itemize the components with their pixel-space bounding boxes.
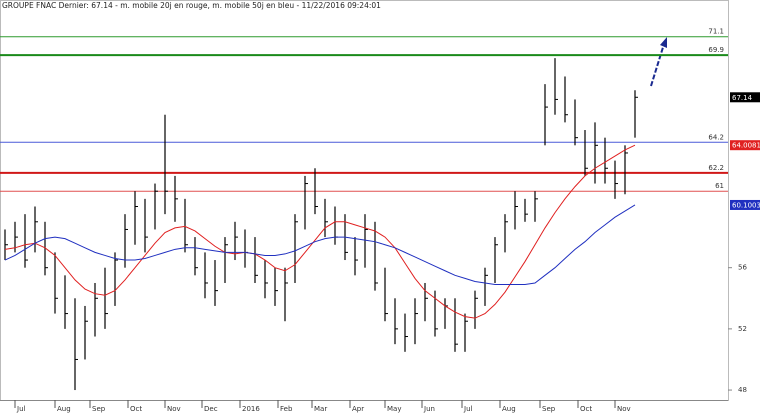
price-bar xyxy=(204,252,208,299)
value-box: 64.0081 xyxy=(730,140,760,151)
price-bar xyxy=(184,198,188,253)
price-bar xyxy=(454,298,458,352)
price-bar xyxy=(564,76,568,123)
price-bar xyxy=(414,298,418,345)
trend-arrow xyxy=(650,37,667,87)
price-bar xyxy=(44,221,48,276)
x-tick-label: Sep xyxy=(542,405,556,413)
x-tick-label: Mar xyxy=(314,405,327,413)
price-bar xyxy=(224,237,228,283)
x-tick-label: Apr xyxy=(352,405,364,413)
price-bar xyxy=(554,58,558,115)
price-bar xyxy=(264,260,268,299)
price-bar xyxy=(194,237,198,276)
value-box-label: 64.0081 xyxy=(732,142,760,150)
x-tick-label: Jun xyxy=(423,405,435,413)
price-bar xyxy=(574,99,578,146)
price-bar xyxy=(124,214,128,268)
price-bar xyxy=(164,114,168,215)
price-bar xyxy=(514,191,518,230)
price-bar xyxy=(604,137,608,184)
price-bar xyxy=(394,298,398,345)
price-bar xyxy=(24,214,28,268)
price-bar xyxy=(84,305,88,360)
price-bar xyxy=(314,168,318,215)
price-bar xyxy=(214,260,218,306)
level-label: 64.2 xyxy=(708,133,724,141)
price-bar xyxy=(104,267,108,329)
price-bar xyxy=(474,290,478,329)
y-tick-label: 48 xyxy=(738,386,747,394)
x-tick-label: Oct xyxy=(130,405,142,413)
level-label: 69.9 xyxy=(708,46,724,54)
price-bar xyxy=(424,282,428,322)
price-bar xyxy=(324,198,328,238)
chart-title: GROUPE FNAC Dernier: 67.14 - m. mobile 2… xyxy=(2,1,381,10)
value-box-bg xyxy=(730,92,760,103)
price-bar xyxy=(524,198,528,222)
price-bar xyxy=(624,145,628,195)
x-tick-label: Aug xyxy=(502,405,516,413)
x-tick-label: May xyxy=(387,405,401,413)
value-box: 60.1003 xyxy=(730,199,760,210)
x-tick-label: Sep xyxy=(92,405,106,413)
value-box: 67.14 xyxy=(730,92,760,103)
value-box-bg xyxy=(730,140,760,151)
price-bar xyxy=(384,267,388,322)
price-bar xyxy=(154,183,158,230)
price-bar xyxy=(144,198,148,253)
x-tick-label: Nov xyxy=(617,405,631,413)
arrow-shaft xyxy=(650,43,665,87)
price-bar xyxy=(174,175,178,222)
price-bar xyxy=(64,275,68,329)
level-label: 62.2 xyxy=(708,164,724,172)
moving-average xyxy=(4,144,636,319)
price-bar xyxy=(634,90,638,138)
price-bar xyxy=(354,237,358,276)
price-bar xyxy=(584,130,588,176)
price-bar xyxy=(484,267,488,306)
price-bar xyxy=(94,282,98,337)
price-bar xyxy=(34,206,38,253)
price-bar xyxy=(294,214,298,283)
x-tick-label: Jul xyxy=(463,405,473,413)
price-bar xyxy=(464,313,468,352)
price-bar xyxy=(494,237,498,283)
level-label: 61 xyxy=(715,182,724,190)
value-box-bg xyxy=(730,199,760,210)
value-box-label: 67.14 xyxy=(732,94,753,102)
moving-average xyxy=(4,204,636,286)
x-tick-label: Dec xyxy=(204,405,218,413)
x-tick-label: Oct xyxy=(580,405,592,413)
x-tick-label: 2016 xyxy=(242,405,260,413)
price-bar xyxy=(254,237,258,283)
price-bar xyxy=(114,252,118,306)
price-bar xyxy=(544,84,548,146)
price-bar xyxy=(504,214,508,253)
price-bar xyxy=(284,267,288,322)
price-bar xyxy=(534,191,538,222)
price-bar xyxy=(4,229,8,261)
price-bar xyxy=(404,313,408,352)
price-bar xyxy=(374,221,378,291)
price-bar xyxy=(134,191,138,245)
price-bar xyxy=(304,175,308,230)
price-bar xyxy=(74,298,78,391)
price-bar xyxy=(364,214,368,268)
value-box-label: 60.1003 xyxy=(732,201,760,209)
price-bar xyxy=(54,252,58,314)
arrow-head xyxy=(660,37,667,48)
x-tick-label: Nov xyxy=(167,405,181,413)
price-bar xyxy=(594,122,598,184)
x-tick-label: Aug xyxy=(57,405,71,413)
y-tick-label: 52 xyxy=(738,325,747,333)
y-tick-label: 56 xyxy=(738,264,747,272)
price-bar xyxy=(274,267,278,306)
level-label: 71.1 xyxy=(708,28,724,36)
price-bar xyxy=(614,160,618,199)
x-tick-label: Jul xyxy=(16,405,26,413)
x-tick-label: Feb xyxy=(280,405,293,413)
